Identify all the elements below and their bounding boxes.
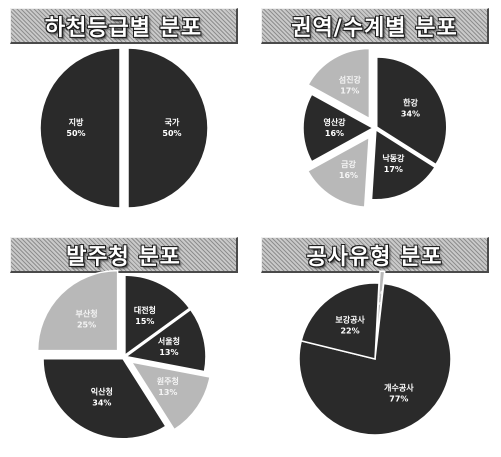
slice-label: 섬진강 <box>339 74 362 84</box>
slice-label: 서울청 <box>158 336 180 346</box>
slice-value-label: 17% <box>384 165 403 174</box>
slice-value-label: 16% <box>339 171 358 180</box>
slice-label: 익산청 <box>91 386 113 396</box>
chart-panel-river-grade: 하천등급별 분포 국가 50% 지방 50% <box>0 0 250 228</box>
chart-title: 권역/수계별 분포 <box>291 15 458 41</box>
pie-chart-river-grade: 국가 50% 지방 50% <box>39 47 209 209</box>
slice-value-label: 15% <box>135 317 154 326</box>
slice-value-label: 34% <box>92 398 111 407</box>
slice-label: 보강공사 <box>335 314 365 324</box>
slice-value-label: 34% <box>401 109 420 118</box>
pie-slice-3 <box>300 282 380 360</box>
slice-label: 금강 <box>341 159 356 169</box>
pie-chart-construction-type: 저수호안공사 1% 개수공사 77% 보강공사 22% <box>298 270 452 436</box>
slice-value-label: 50% <box>66 129 85 138</box>
chart-title: 하천등급별 분포 <box>44 15 203 41</box>
slice-label: 원주청 <box>157 376 179 386</box>
pie-slice-1 <box>124 274 191 357</box>
pie-chart-basin: 한강 34% 낙동강 17% 금강 16% 영산강 16% 섬진강 17% <box>302 47 448 208</box>
slice-value-label: 77% <box>389 394 408 403</box>
chart-panel-ordering-office: 발주청 분포 대전청 15% 서울청 13% 원주청 13% 익산청 34% 부산청 25% <box>0 229 250 457</box>
slice-value-label: 25% <box>77 321 96 330</box>
pie-slice-1 <box>376 56 448 166</box>
slice-label: 한강 <box>403 97 418 107</box>
slice-value-label: 13% <box>159 348 178 357</box>
chart-title: 발주청 분포 <box>66 244 181 270</box>
pie-slice-2 <box>39 47 121 209</box>
pie-chart-ordering-office: 대전청 15% 서울청 13% 원주청 13% 익산청 34% 부산청 25% <box>36 269 211 440</box>
chart-title-banner: 하천등급별 분포 <box>10 8 238 44</box>
slice-value-label: 16% <box>325 129 344 138</box>
slice-label: 지방 <box>69 117 84 127</box>
slice-value-label: 13% <box>158 388 177 397</box>
slice-label: 대전청 <box>134 305 156 315</box>
slice-value-label: 1% <box>373 301 387 310</box>
slice-value-label: 22% <box>340 326 359 335</box>
chart-title-banner: 권역/수계별 분포 <box>261 8 489 44</box>
chart-panel-construction-type: 공사유형 분포 저수호안공사 1% 개수공사 77% 보강공사 22% <box>251 229 501 457</box>
slice-label: 낙동강 <box>382 153 405 163</box>
pie-slice-3 <box>306 135 370 208</box>
pie-slice-3 <box>129 360 211 431</box>
slice-label: 부산청 <box>75 309 97 319</box>
pie-slice-5 <box>36 269 119 352</box>
chart-title-banner: 발주청 분포 <box>10 237 238 273</box>
pie-slice-1 <box>127 47 209 209</box>
slice-label: 개수공사 <box>384 382 414 392</box>
chart-title: 공사유형 분포 <box>306 244 443 270</box>
slice-value-label: 17% <box>340 86 359 95</box>
pie-slice-5 <box>307 47 371 120</box>
pie-slice-4 <box>302 93 375 163</box>
slice-label: 영산강 <box>323 117 346 127</box>
chart-panel-basin: 권역/수계별 분포 한강 34% 낙동강 17% 금강 16% 영산강 16% 섬진강 17% <box>251 0 501 228</box>
pie-slice-4 <box>42 358 167 440</box>
slice-label: 저수호안공사 <box>358 289 403 299</box>
slice-label: 국가 <box>165 117 180 127</box>
slice-value-label: 50% <box>162 129 181 138</box>
chart-title-banner: 공사유형 분포 <box>261 237 489 273</box>
pie-slice-2 <box>124 308 207 373</box>
pie-slice-2 <box>370 128 437 201</box>
